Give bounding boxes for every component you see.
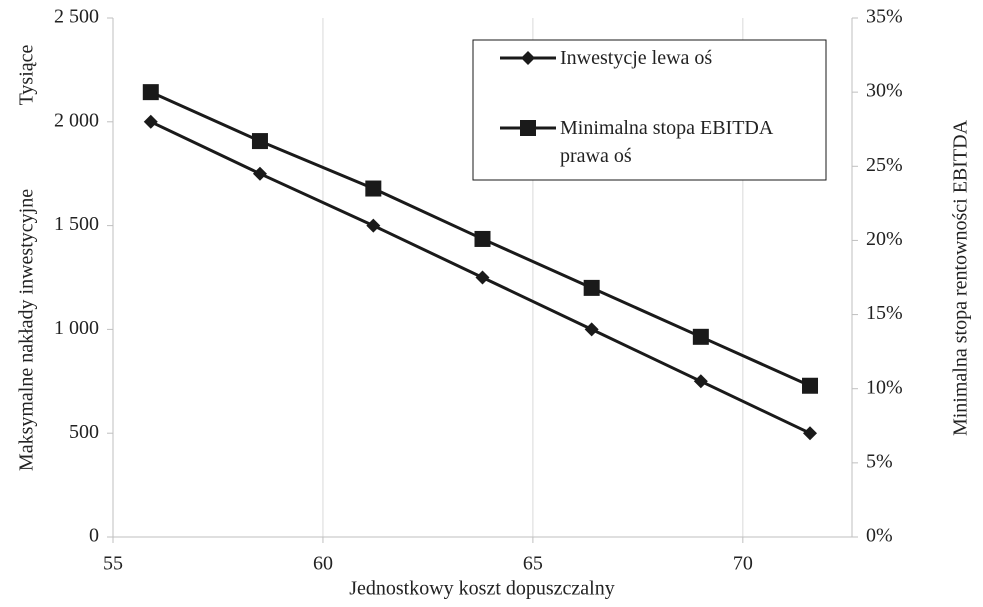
marker [251, 133, 268, 150]
y-tick-label: 2 500 [54, 6, 99, 28]
marker [474, 230, 491, 247]
y2-tick-label: 35% [866, 6, 903, 28]
x-tick-label: 55 [103, 553, 123, 575]
marker [366, 218, 381, 233]
y-axis-title: Maksymalne nakłady inwestycyjne [16, 189, 38, 471]
y-tick-label: 0 [89, 525, 99, 547]
marker [143, 114, 158, 129]
marker [692, 328, 709, 345]
marker [142, 84, 159, 101]
y2-tick-label: 10% [866, 376, 903, 398]
legend-marker [520, 120, 536, 136]
marker [475, 270, 490, 285]
marker [365, 180, 382, 197]
legend-box [472, 39, 827, 181]
y2-tick-label: 15% [866, 302, 903, 324]
x-tick-label: 70 [733, 553, 753, 575]
x-tick-label: 60 [313, 553, 333, 575]
legend-marker [521, 51, 535, 65]
legend-label-box: Minimalna stopa EBITDA prawa oś [560, 117, 773, 167]
marker [803, 426, 818, 441]
y2-tick-label: 30% [866, 80, 903, 102]
y-tick-label: 1 500 [54, 213, 99, 235]
y2-tick-label: 0% [866, 525, 893, 547]
y2-tick-label: 25% [866, 154, 903, 176]
y-unit-label: Tysiące [16, 44, 38, 105]
legend-label: Minimalna stopa EBITDA prawa oś [560, 117, 773, 167]
marker [583, 279, 600, 296]
y2-axis-title: Minimalna stopa rentowności EBITDA [950, 119, 972, 436]
x-axis-title: Jednostkowy koszt dopuszczalny [349, 578, 615, 600]
y-tick-label: 1 000 [54, 317, 99, 339]
marker [584, 322, 599, 337]
y-tick-label: 2 000 [54, 109, 99, 131]
y2-tick-label: 5% [866, 450, 893, 472]
y-tick-label: 500 [69, 421, 99, 443]
x-tick-label: 65 [523, 553, 543, 575]
marker [802, 377, 819, 394]
marker [252, 166, 267, 181]
legend-label-box: Inwestycje lewa oś [560, 47, 713, 69]
legend-label: Inwestycje lewa oś [560, 47, 713, 69]
y2-tick-label: 20% [866, 228, 903, 250]
marker [693, 374, 708, 389]
